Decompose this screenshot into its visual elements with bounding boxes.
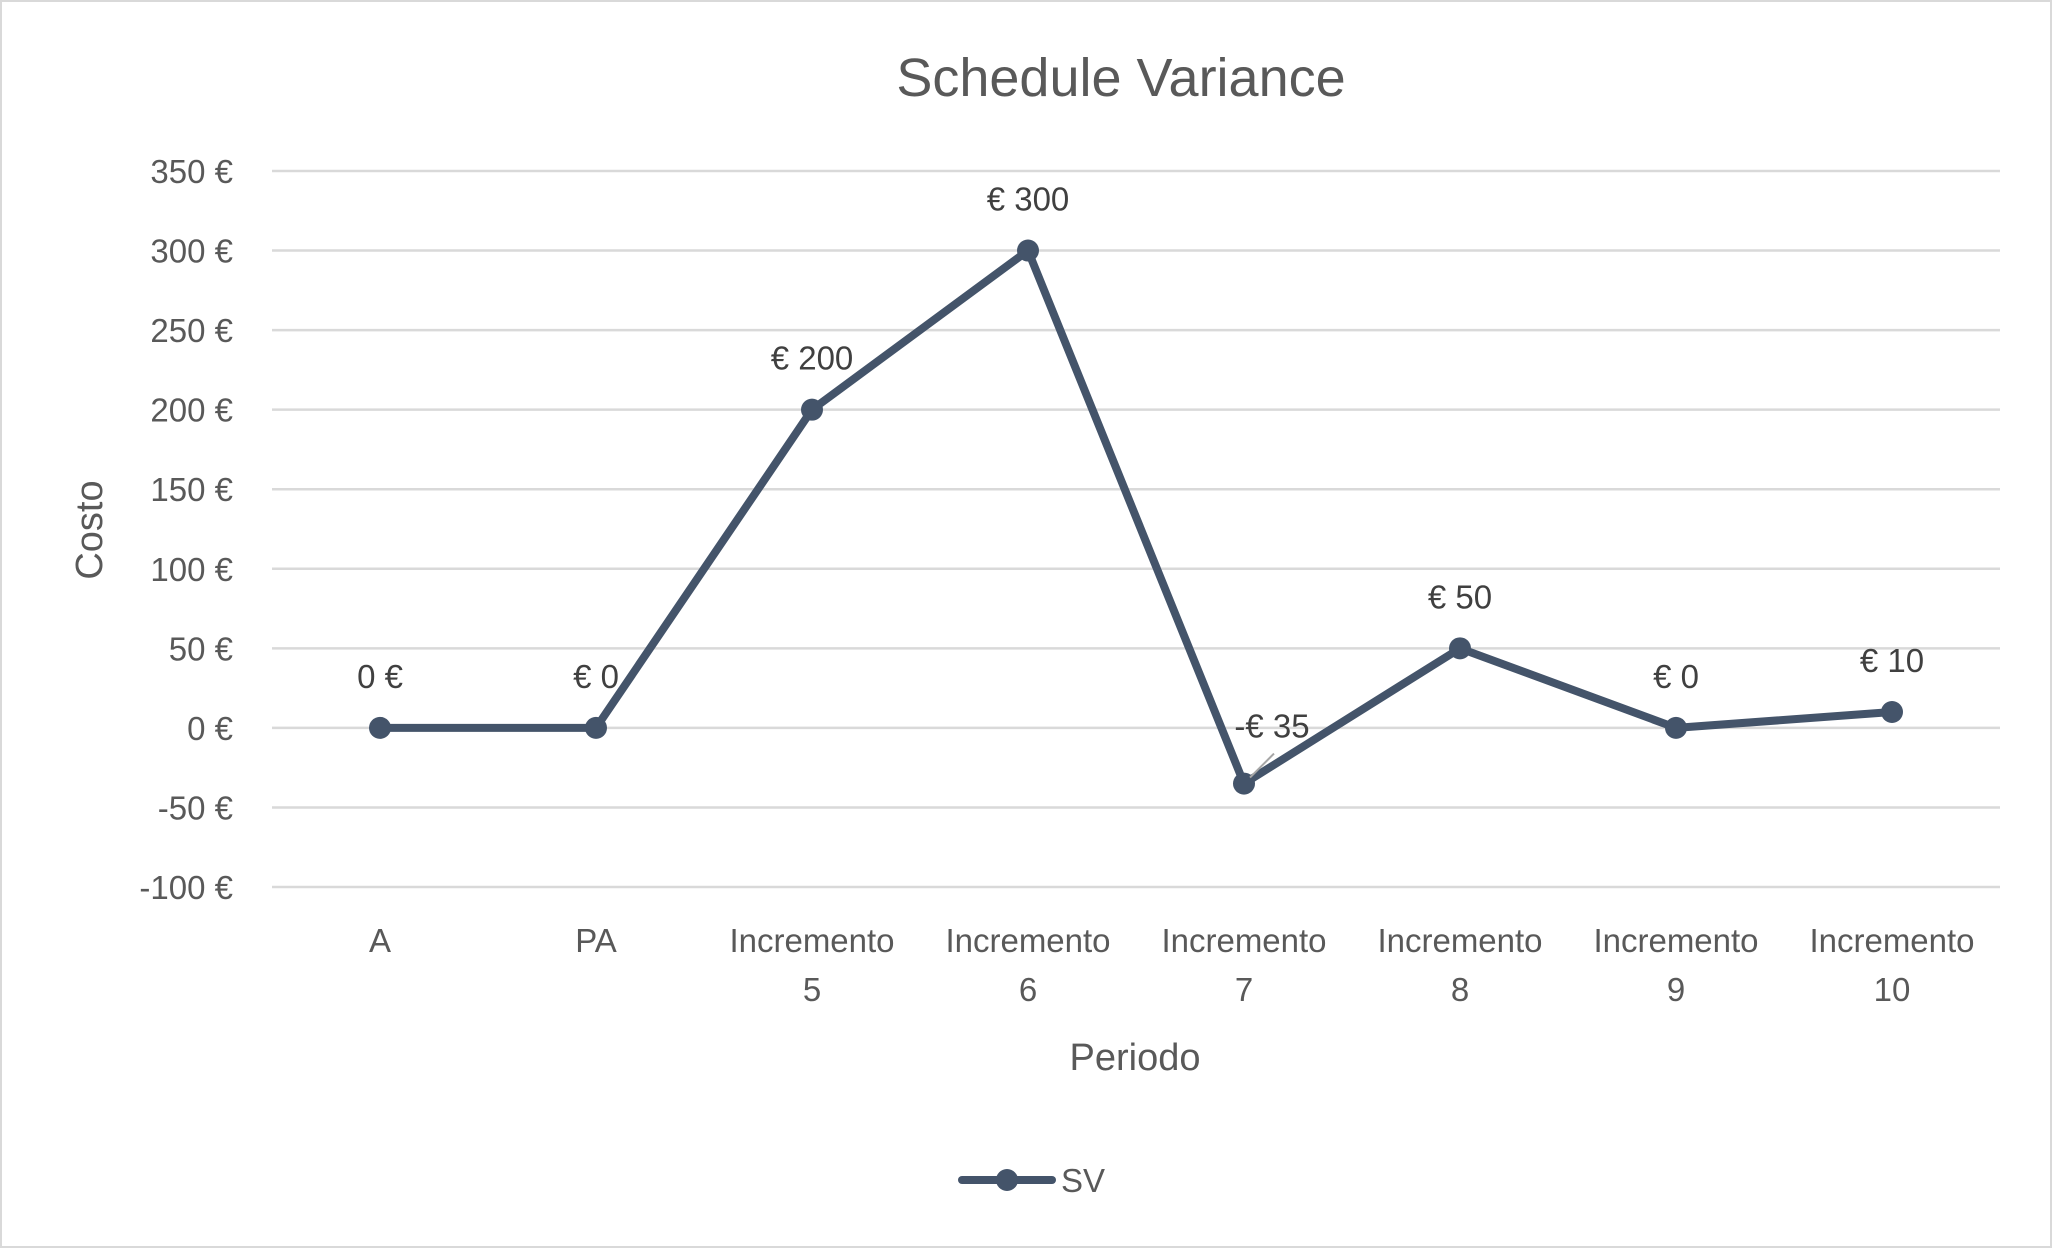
series-sv — [369, 239, 1903, 795]
x-tick-line: Incremento — [945, 922, 1110, 959]
gridlines — [272, 169, 2000, 889]
x-tick-line: PA — [575, 922, 617, 959]
data-point — [801, 398, 823, 421]
y-tick-label: 250 € — [150, 312, 233, 349]
x-tick-label: Incremento 5 — [729, 922, 894, 1008]
y-tick-label: 100 € — [150, 551, 233, 588]
data-point — [1881, 700, 1903, 723]
data-point — [1449, 637, 1471, 660]
legend-label: SV — [1061, 1162, 1105, 1199]
x-tick-label: Incremento 10 — [1809, 922, 1974, 1008]
y-tick-label: 300 € — [150, 233, 233, 270]
y-tick-label: 200 € — [150, 392, 233, 429]
x-tick-line: 8 — [1451, 971, 1469, 1008]
x-tick-line: Incremento — [1377, 922, 1542, 959]
data-label: € 0 — [573, 658, 619, 695]
x-tick-line: 10 — [1874, 971, 1911, 1008]
data-label: € 10 — [1860, 642, 1924, 679]
x-axis-title: Periodo — [1070, 1037, 1201, 1079]
x-tick-line: Incremento — [1593, 922, 1758, 959]
y-tick-label: 50 € — [169, 630, 233, 667]
y-tick-label: 350 € — [150, 153, 233, 190]
series-line — [376, 246, 1896, 788]
y-tick-label: -50 € — [158, 789, 233, 826]
data-point — [1017, 239, 1039, 262]
x-tick-line: A — [369, 922, 391, 959]
x-tick-label: Incremento 8 — [1377, 922, 1542, 1008]
data-label: € 300 — [987, 181, 1070, 218]
data-label-leader — [1249, 752, 1275, 779]
x-tick-line: Incremento — [1809, 922, 1974, 959]
y-axis-title: Costo — [69, 480, 111, 579]
x-tick-line: 6 — [1019, 971, 1037, 1008]
data-point — [1665, 716, 1687, 739]
y-axis-ticks: 350 € 300 € 250 € 200 € 150 € 100 € 50 € 0 € -50… — [139, 153, 233, 906]
x-tick-label: Incremento 7 — [1161, 922, 1326, 1008]
data-label: € 50 — [1428, 578, 1492, 615]
data-point — [585, 716, 607, 739]
data-point — [1233, 772, 1255, 795]
x-tick-label: PA — [575, 922, 617, 959]
x-tick-line: 9 — [1667, 971, 1685, 1008]
data-label: 0 € — [357, 658, 403, 695]
data-labels: 0 € € 0 € 200 € 300 -€ 35 € 50 € 0 € 10 — [357, 181, 1924, 779]
data-label: -€ 35 — [1234, 708, 1309, 745]
y-tick-label: 0 € — [187, 710, 233, 747]
chart-title: Schedule Variance — [896, 48, 1345, 108]
legend: SV — [958, 1162, 1105, 1199]
x-tick-label: Incremento 9 — [1593, 922, 1758, 1008]
legend-marker — [996, 1169, 1018, 1191]
y-tick-label: 150 € — [150, 471, 233, 508]
x-tick-line: 5 — [803, 971, 821, 1008]
x-tick-label: Incremento 6 — [945, 922, 1110, 1008]
x-tick-label: A — [369, 922, 391, 959]
x-tick-line: Incremento — [729, 922, 894, 959]
data-label: € 0 — [1653, 658, 1699, 695]
y-tick-label: -100 € — [139, 869, 233, 906]
x-tick-line: Incremento — [1161, 922, 1326, 959]
data-point — [369, 716, 391, 739]
x-tick-line: 7 — [1235, 971, 1253, 1008]
data-label: € 200 — [771, 340, 854, 377]
